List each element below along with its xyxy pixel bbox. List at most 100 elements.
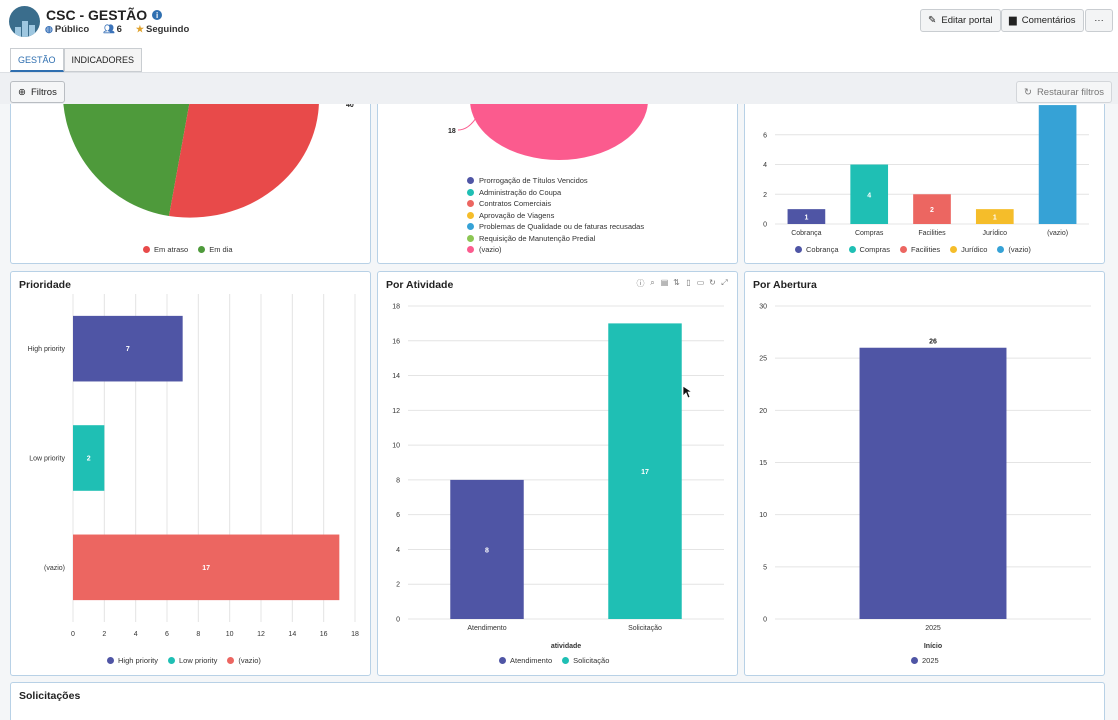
x-tick-label: Cobrança <box>791 230 821 237</box>
panel-title: Por Atividade <box>386 279 454 291</box>
y-tick-label: 30 <box>759 304 767 311</box>
zoom-icon[interactable]: ⌕ <box>650 278 655 287</box>
users-icon: 👥︎ <box>103 24 115 34</box>
export-icon[interactable]: ▯ <box>686 278 691 287</box>
more-options-button[interactable]: ··· <box>1085 9 1113 32</box>
comments-button[interactable]: ▆ Comentários <box>1001 9 1084 32</box>
y-tick-label: 20 <box>759 408 767 415</box>
restore-filters-button[interactable]: ↻ Restaurar filtros <box>1015 81 1112 103</box>
data-label: 2 <box>87 456 91 463</box>
panel-abertura: 0 5 10 15 20 25 30 26 2025 Início Por Abertura 20… <box>744 271 1105 676</box>
panel-atividade: 0 2 4 6 8 10 12 14 16 18 8 Atendimento 17 Solicitação… <box>377 271 738 676</box>
x-tick-label: (vazio) <box>1047 230 1068 237</box>
legend-item[interactable]: (vazio) <box>227 656 261 665</box>
legend-item[interactable]: (vazio) <box>467 244 644 256</box>
legend-abertura: 2025 <box>911 656 939 665</box>
edit-portal-button[interactable]: ✎ Editar portal <box>920 9 1001 32</box>
pencil-icon: ✎ <box>928 15 937 26</box>
y-tick-label: Low priority <box>29 456 65 463</box>
y-tick-label: 12 <box>392 408 400 415</box>
pie-slice-em-dia <box>63 104 190 216</box>
data-label: 7 <box>126 346 130 353</box>
panel-title: Solicitações <box>19 690 81 702</box>
pie-chart-prazo: 40 <box>63 104 354 218</box>
legend-prioridade: High priority Low priority (vazio) <box>107 656 261 665</box>
x-tick-label: Jurídico <box>983 230 1008 237</box>
following-toggle[interactable]: ★ Seguindo <box>135 24 190 35</box>
bar <box>975 209 1014 224</box>
table-icon[interactable]: ▤ <box>660 278 669 287</box>
expand-icon[interactable]: ⤢ <box>721 278 728 287</box>
tab-bar: GESTÃO INDICADORES <box>10 48 143 72</box>
data-label: 4 <box>867 192 871 199</box>
legend-item[interactable]: (vazio) <box>997 245 1031 254</box>
y-tick-label: 15 <box>759 460 767 467</box>
bar-chart-prioridade: 0 2 4 6 8 10 12 14 16 18 7 High priority 2 Low priori… <box>28 294 359 638</box>
portal-title: CSC - GESTÃO <box>46 7 148 23</box>
bar-chart-atividade: 0 2 4 6 8 10 12 14 16 18 8 Atendimento 17 Solicitação… <box>392 304 724 650</box>
legend-item[interactable]: Atendimento <box>499 656 552 665</box>
members-count[interactable]: 👥︎ 6 <box>103 24 122 35</box>
x-tick-label: 2 <box>102 631 106 638</box>
info-icon[interactable]: ⓘ <box>636 279 645 288</box>
x-tick-label: 0 <box>71 631 75 638</box>
x-axis-label: Início <box>924 643 942 650</box>
legend-item[interactable]: Compras <box>848 245 890 254</box>
y-tick-label: 2 <box>396 582 400 589</box>
filter-bar: ⊕ Filtros ↻ Restaurar filtros <box>0 72 1118 104</box>
legend-item[interactable]: Requisição de Manutenção Predial <box>467 233 644 245</box>
legend-item[interactable]: Solicitação <box>562 656 609 665</box>
x-axis-label: atividade <box>551 643 581 650</box>
y-tick-label: 0 <box>763 222 767 229</box>
y-tick-label: 18 <box>392 304 400 311</box>
legend-item[interactable]: Low priority <box>168 656 217 665</box>
y-tick-label: 5 <box>763 564 767 571</box>
comment-icon[interactable]: ▭ <box>696 278 705 287</box>
x-tick-label: Compras <box>855 230 884 237</box>
panel-area: 0 2 4 6 1 Cobrança 4 Compras 2 Facilities 1 Jurídic… <box>744 104 1105 264</box>
legend-item[interactable]: Cobrança <box>795 245 839 254</box>
legend-item[interactable]: Jurídico <box>950 245 987 254</box>
legend-item[interactable]: Aprovação de Viagens <box>467 210 644 222</box>
x-tick-label: 10 <box>226 631 234 638</box>
y-tick-label: 2 <box>763 192 767 199</box>
y-tick-label: 10 <box>392 443 400 450</box>
panel-prioridade: 0 2 4 6 8 10 12 14 16 18 7 High priority 2 Low priori… <box>10 271 371 676</box>
pie-slice-em-atraso <box>169 104 319 218</box>
legend-item[interactable]: High priority <box>107 656 158 665</box>
legend-item[interactable]: Administração do Coupa <box>467 187 644 199</box>
bar <box>850 164 889 224</box>
legend-item[interactable]: Prorrogação de Títulos Vencidos <box>467 175 644 187</box>
bar <box>913 194 951 224</box>
legend-item[interactable]: Em atraso <box>143 245 188 254</box>
bar <box>608 323 682 619</box>
plus-circle-icon: ⊕ <box>18 86 26 98</box>
bar <box>73 425 105 491</box>
x-tick-label: 12 <box>257 631 265 638</box>
pie-data-label: 40 <box>346 104 354 109</box>
y-tick-label: 6 <box>763 132 767 139</box>
y-tick-label: (vazio) <box>44 565 65 572</box>
bar-chart-area: 0 2 4 6 1 Cobrança 4 Compras 2 Facilities 1 Jurídic… <box>763 105 1089 237</box>
bar <box>859 347 1007 619</box>
data-label: 2 <box>930 207 934 214</box>
data-label: 1 <box>804 215 808 222</box>
sort-icon[interactable]: ⇅ <box>673 278 680 287</box>
legend-area: Cobrança Compras Facilities Jurídico (va… <box>795 245 1031 254</box>
y-tick-label: 0 <box>763 617 767 624</box>
legend-item[interactable]: Em dia <box>198 245 233 254</box>
filters-button[interactable]: ⊕ Filtros <box>10 81 65 103</box>
refresh-icon[interactable]: ↻ <box>709 278 716 287</box>
legend-item[interactable]: 2025 <box>911 656 939 665</box>
legend-item[interactable]: Problemas de Qualidade ou de faturas rec… <box>467 221 644 233</box>
data-label: 1 <box>993 215 997 222</box>
legend-atividade: Atendimento Solicitação <box>499 656 609 665</box>
tab-indicadores[interactable]: INDICADORES <box>63 48 143 72</box>
tab-gestao[interactable]: GESTÃO <box>10 48 64 72</box>
bar <box>73 315 183 382</box>
legend-item[interactable]: Contratos Comerciais <box>467 198 644 210</box>
legend-item[interactable]: Facilities <box>899 245 940 254</box>
y-tick-label: 0 <box>396 617 400 624</box>
info-icon[interactable]: i <box>152 10 163 20</box>
